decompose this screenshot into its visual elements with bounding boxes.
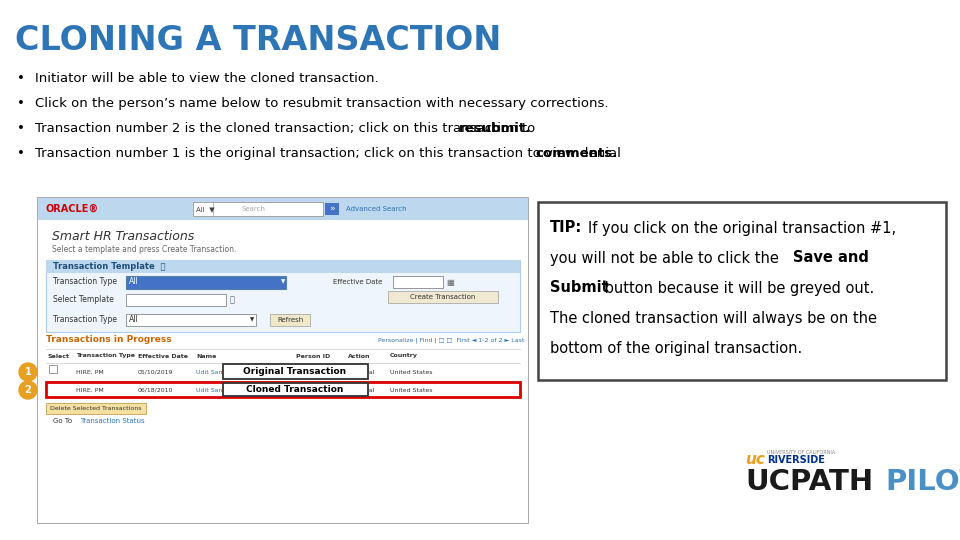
Text: Original Transaction: Original Transaction xyxy=(244,368,347,376)
Circle shape xyxy=(19,363,37,381)
Text: 2: 2 xyxy=(25,385,32,395)
Text: Cloned Transaction: Cloned Transaction xyxy=(247,386,344,395)
Text: TIP:: TIP: xyxy=(550,220,583,235)
Text: 671C0025: 671C0025 xyxy=(296,388,327,393)
Text: HIRE, PM: HIRE, PM xyxy=(76,388,104,393)
FancyBboxPatch shape xyxy=(126,294,226,306)
Text: Select Template: Select Template xyxy=(53,295,114,305)
Text: UCPATH: UCPATH xyxy=(745,468,874,496)
Text: United States: United States xyxy=(390,388,433,393)
Text: »: » xyxy=(329,205,335,213)
Text: Smart HR Transactions: Smart HR Transactions xyxy=(52,231,194,244)
Text: 06/18/2010: 06/18/2010 xyxy=(138,388,174,393)
Text: Save and: Save and xyxy=(793,251,869,266)
FancyBboxPatch shape xyxy=(46,260,520,332)
Text: Submit: Submit xyxy=(550,280,609,295)
Text: Udit Sanchez: Udit Sanchez xyxy=(196,369,237,375)
FancyBboxPatch shape xyxy=(223,383,368,396)
Text: Transaction Type: Transaction Type xyxy=(76,354,135,359)
Text: Person ID: Person ID xyxy=(296,354,330,359)
Text: All: All xyxy=(129,278,139,287)
FancyBboxPatch shape xyxy=(38,198,528,220)
Text: •: • xyxy=(17,72,25,85)
Text: If you click on the original transaction #1,: If you click on the original transaction… xyxy=(588,220,896,235)
Text: Select: Select xyxy=(48,354,70,359)
FancyBboxPatch shape xyxy=(38,220,528,523)
Text: Transaction Type: Transaction Type xyxy=(53,278,117,287)
FancyBboxPatch shape xyxy=(49,385,57,393)
FancyBboxPatch shape xyxy=(49,365,57,373)
Text: Click on the person’s name below to resubmit transaction with necessary correcti: Click on the person’s name below to resu… xyxy=(35,97,609,110)
Text: 🔍: 🔍 xyxy=(230,295,235,305)
Text: Transaction Status: Transaction Status xyxy=(80,418,145,424)
Circle shape xyxy=(19,381,37,399)
FancyBboxPatch shape xyxy=(388,291,498,303)
FancyBboxPatch shape xyxy=(126,276,286,289)
Text: •: • xyxy=(17,122,25,135)
Text: comments.: comments. xyxy=(536,147,617,160)
Text: PILOT: PILOT xyxy=(885,468,960,496)
Text: CLONING A TRANSACTION: CLONING A TRANSACTION xyxy=(15,24,501,57)
Text: Renewal: Renewal xyxy=(348,388,374,393)
Text: Personalize | Find | □ □  First ◄ 1-2 of 2 ► Last: Personalize | Find | □ □ First ◄ 1-2 of … xyxy=(378,338,524,343)
Text: you will not be able to click the: you will not be able to click the xyxy=(550,251,783,266)
FancyBboxPatch shape xyxy=(270,314,310,326)
Text: ▼: ▼ xyxy=(250,318,254,322)
FancyBboxPatch shape xyxy=(538,202,946,380)
Text: 074E0025: 074E0025 xyxy=(296,369,327,375)
Text: Country: Country xyxy=(390,354,418,359)
Text: All  ▼: All ▼ xyxy=(196,206,215,212)
FancyBboxPatch shape xyxy=(46,382,520,397)
Text: ▼: ▼ xyxy=(281,280,285,285)
Text: Effective Date: Effective Date xyxy=(333,279,382,285)
Text: Select a template and press Create Transaction.: Select a template and press Create Trans… xyxy=(52,246,236,254)
Text: •: • xyxy=(17,147,25,160)
FancyBboxPatch shape xyxy=(46,403,146,414)
Text: All: All xyxy=(129,315,139,325)
Text: button because it will be greyed out.: button because it will be greyed out. xyxy=(600,280,875,295)
Text: Advanced Search: Advanced Search xyxy=(346,206,407,212)
Text: Action: Action xyxy=(348,354,371,359)
Text: uc: uc xyxy=(745,453,765,468)
Text: UNIVERSITY OF CALIFORNIA: UNIVERSITY OF CALIFORNIA xyxy=(767,450,835,456)
Text: Transactions in Progress: Transactions in Progress xyxy=(46,335,172,345)
Text: •: • xyxy=(17,97,25,110)
FancyBboxPatch shape xyxy=(393,276,443,288)
Text: The cloned transaction will always be on the: The cloned transaction will always be on… xyxy=(550,310,877,326)
Text: Create Transaction: Create Transaction xyxy=(410,294,476,300)
Text: Initiator will be able to view the cloned transaction.: Initiator will be able to view the clone… xyxy=(35,72,378,85)
Text: ▦: ▦ xyxy=(446,278,454,287)
Text: Delete Selected Transactions: Delete Selected Transactions xyxy=(50,406,142,411)
FancyBboxPatch shape xyxy=(38,198,528,523)
FancyBboxPatch shape xyxy=(223,364,368,379)
Text: Transaction number 1 is the original transaction; click on this transaction to v: Transaction number 1 is the original tra… xyxy=(35,147,625,160)
Text: 05/10/2019: 05/10/2019 xyxy=(138,369,174,375)
Text: Udit Sanchez: Udit Sanchez xyxy=(196,388,237,393)
Text: ORACLE®: ORACLE® xyxy=(45,204,98,214)
Text: Transaction Type: Transaction Type xyxy=(53,315,117,325)
Text: Name: Name xyxy=(196,354,216,359)
Text: Transaction number 2 is the cloned transaction; click on this transaction to: Transaction number 2 is the cloned trans… xyxy=(35,122,540,135)
Text: RIVERSIDE: RIVERSIDE xyxy=(767,455,825,465)
FancyBboxPatch shape xyxy=(193,202,323,216)
Text: bottom of the original transaction.: bottom of the original transaction. xyxy=(550,341,803,355)
Text: Effective Date: Effective Date xyxy=(138,354,188,359)
Text: Renewal: Renewal xyxy=(348,369,374,375)
FancyBboxPatch shape xyxy=(126,314,256,326)
Text: resubmit.: resubmit. xyxy=(459,122,531,135)
Text: United States: United States xyxy=(390,369,433,375)
Text: Transaction Template  ⓘ: Transaction Template ⓘ xyxy=(53,262,165,271)
Text: HIRE, PM: HIRE, PM xyxy=(76,369,104,375)
FancyBboxPatch shape xyxy=(46,260,520,273)
Text: Go To: Go To xyxy=(53,418,72,424)
Text: 1: 1 xyxy=(25,367,32,377)
Text: Refresh: Refresh xyxy=(276,317,303,323)
FancyBboxPatch shape xyxy=(325,203,339,215)
Text: Search: Search xyxy=(241,206,265,212)
